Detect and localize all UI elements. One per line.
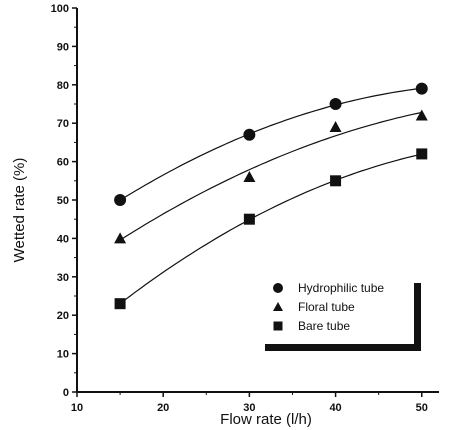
x-tick-label: 30 [243, 402, 255, 414]
legend-box [258, 276, 414, 344]
y-tick-label: 60 [57, 157, 69, 169]
x-tick-label: 20 [157, 402, 169, 414]
data-point [114, 232, 127, 244]
x-tick-label: 50 [416, 402, 428, 414]
data-point [416, 148, 428, 160]
data-point [243, 128, 256, 141]
y-tick-label: 90 [57, 41, 69, 53]
legend-label: Bare tube [298, 319, 350, 333]
legend-label: Hydrophilic tube [298, 281, 384, 295]
data-point [415, 82, 428, 95]
data-point [329, 121, 342, 133]
y-tick-label: 40 [57, 233, 69, 245]
legend-marker [273, 321, 283, 331]
data-point [243, 213, 255, 225]
y-axis-title: Wetted rate (%) [11, 158, 28, 263]
legend-marker [273, 302, 283, 311]
y-tick-label: 20 [57, 310, 69, 322]
data-points [114, 82, 428, 310]
data-point [415, 109, 428, 121]
data-point [114, 194, 127, 206]
x-tick-label: 10 [71, 402, 83, 414]
y-tick-label: 50 [57, 195, 69, 207]
legend-marker [273, 283, 283, 293]
legend: Hydrophilic tube Floral tube Bare tube [258, 276, 421, 351]
data-point [329, 98, 342, 110]
fit-curves [119, 87, 422, 305]
fit-curve [119, 153, 422, 305]
data-point [330, 175, 342, 187]
y-tick-label: 100 [51, 3, 69, 15]
fit-curve [119, 111, 422, 241]
x-axis-title: Flow rate (l/h) [220, 411, 312, 428]
y-tick-label: 80 [57, 80, 69, 92]
legend-label: Floral tube [298, 300, 355, 314]
y-tick-label: 10 [57, 349, 69, 361]
data-point [114, 298, 126, 310]
y-tick-label: 0 [63, 387, 69, 399]
fit-curve [119, 87, 422, 201]
data-point [243, 170, 256, 182]
y-tick-label: 70 [57, 118, 69, 130]
x-tick-label: 40 [329, 402, 341, 414]
y-tick-label: 30 [57, 272, 69, 284]
